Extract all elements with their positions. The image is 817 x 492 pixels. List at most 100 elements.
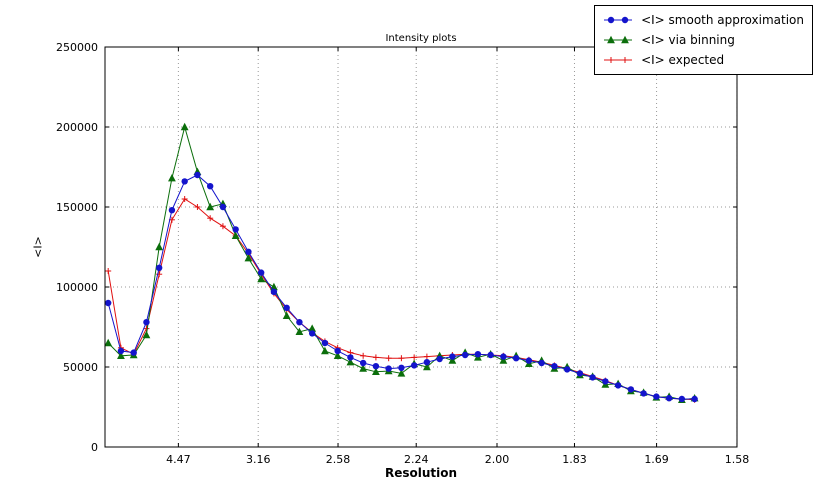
circle-marker-icon [589,374,596,381]
circle-marker-icon [130,349,137,356]
legend-marker-circle-icon [604,16,633,24]
circle-marker-icon [627,386,635,393]
circle-marker-icon [640,390,647,397]
circle-marker-icon [678,395,686,403]
y-tick-label: 0 [91,441,98,454]
triangle-marker-icon [206,202,215,211]
triangle-marker-icon [607,35,615,44]
y-tick-label: 150000 [56,201,98,214]
triangle-marker-icon [257,274,266,283]
circle-marker-icon [461,351,469,359]
x-tick-label: 2.58 [326,453,351,466]
triangle-marker-icon [346,358,355,366]
circle-marker-icon [653,393,660,400]
legend-marker-triangle-icon [604,35,633,44]
grid [105,46,738,448]
circle-marker-icon [487,351,494,359]
circle-marker-icon [245,248,252,255]
legend-item-via-binning: <I> via binning [602,31,804,49]
triangle-marker-icon [117,351,125,359]
legend-marker-plus-icon [604,57,633,63]
circle-marker-icon [168,207,176,214]
chart-title: Intensity plots [385,33,457,44]
circle-marker-icon [155,264,163,271]
circle-marker-icon [257,269,265,276]
triangle-marker-icon [155,242,164,251]
legend-label-expected: <I> expected [641,53,725,67]
x-axis-label: Resolution [384,466,458,480]
circle-marker-icon [410,362,418,369]
circle-marker-icon [614,382,622,389]
series-i-smooth-approximation [104,171,698,403]
legend-item-smooth-approximation: <I> smooth approximation [602,11,804,29]
legend-label-smooth-approximation: <I> smooth approximation [641,13,804,27]
triangle-marker-icon [333,351,342,359]
circle-marker-icon [602,378,609,385]
triangle-marker-icon [499,356,508,364]
circle-marker-icon [219,203,227,211]
plot-frame [104,46,738,448]
y-tick-label: 200000 [56,121,98,134]
circle-marker-icon [117,347,125,355]
circle-marker-icon [525,357,533,364]
circle-marker-icon [347,354,354,361]
triangle-marker-icon [372,367,380,375]
triangle-marker-icon [621,35,629,44]
x-tick-label: 3.16 [246,453,271,466]
circle-marker-icon [474,351,482,358]
circle-marker-icon [206,183,214,190]
y-axis-label: <I> [31,236,45,258]
x-tick-label: 2.24 [404,453,429,466]
circle-marker-icon [283,304,290,311]
y-tick-label: 100000 [56,281,98,294]
circle-marker-icon [423,359,431,366]
triangle-marker-icon [308,324,317,332]
triangle-marker-icon [397,369,406,377]
triangle-marker-icon [168,174,176,182]
circle-marker-icon [500,353,507,360]
y-tick-label: 250000 [56,41,98,54]
legend-label-via-binning: <I> via binning [641,33,735,47]
circle-marker-icon [607,16,615,24]
circle-marker-icon [563,366,571,373]
x-tick-label: 1.83 [562,453,587,466]
circle-marker-icon [232,226,239,233]
circle-marker-icon [308,330,316,337]
triangle-marker-icon [448,356,457,364]
triangle-marker-icon [295,327,304,335]
circle-marker-icon [621,16,629,24]
triangle-marker-icon [231,231,240,239]
triangle-marker-icon [244,254,253,262]
circle-marker-icon [576,370,584,377]
circle-marker-icon [449,353,456,360]
triangle-marker-icon [282,311,291,319]
y-tick-label: 50000 [63,361,98,374]
circle-marker-icon [372,363,380,370]
circle-marker-icon [296,319,303,326]
circle-marker-icon [143,319,150,326]
triangle-marker-icon [321,346,329,355]
circle-marker-icon [398,364,405,371]
triangle-marker-icon [104,338,113,347]
legend: <I> smooth approximation <I> via binning… [594,5,813,75]
circle-marker-icon [665,395,673,402]
triangle-marker-icon [422,362,431,371]
circle-marker-icon [359,359,367,367]
circle-marker-icon [194,171,201,179]
circle-marker-icon [691,395,698,403]
x-tick-label: 1.69 [644,453,669,466]
triangle-marker-icon [142,330,151,339]
x-tick-label: 2.00 [485,453,510,466]
triangle-marker-icon [359,364,368,372]
circle-marker-icon [512,355,520,362]
axis-ticks: 4.47 3.16 2.58 2.24 2.00 1.83 1.69 1.58 0 50000 10… [56,41,749,466]
x-tick-label: 1.58 [725,453,750,466]
circle-marker-icon [551,363,558,370]
circle-marker-icon [270,288,278,295]
circle-marker-icon [385,365,392,372]
triangle-marker-icon [180,122,189,131]
circle-marker-icon [436,355,443,363]
legend-item-expected: <I> expected [602,51,804,69]
